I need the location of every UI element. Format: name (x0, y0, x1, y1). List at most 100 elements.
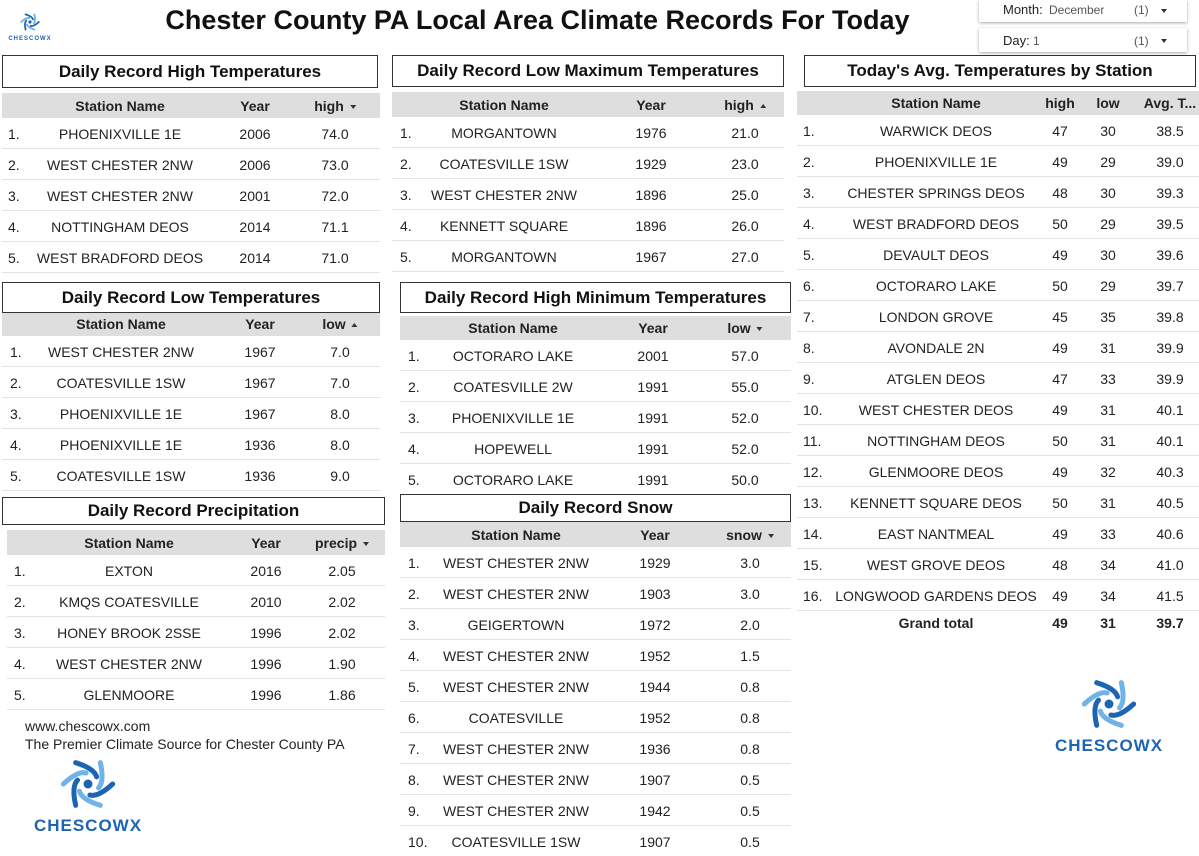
dropdown-arrow (1161, 9, 1167, 13)
station-name: HOPEWELL (474, 440, 552, 457)
page-title: Chester County PA Local Area Climate Rec… (165, 5, 910, 35)
row-rank: 9. (408, 802, 420, 819)
sort-arrow[interactable] (351, 323, 358, 328)
cell-value: 49 (1052, 587, 1068, 604)
cell-value: 39.5 (1156, 215, 1184, 232)
cell-value: 1936 (244, 436, 276, 453)
cell-value: 1907 (639, 771, 671, 788)
row-separator (400, 639, 791, 640)
station-name: DEVAULT DEOS (883, 246, 989, 263)
sort-arrow[interactable] (756, 327, 763, 332)
cell-value: 2.02 (328, 624, 356, 641)
dropdown-arrow (1161, 39, 1167, 43)
cell-value: 2006 (239, 125, 271, 142)
cell-value: 0.5 (740, 802, 760, 819)
filter-count: (1) (1134, 3, 1149, 17)
station-name: CHESTER SPRINGS DEOS (847, 184, 1025, 201)
cell-value: 31 (1100, 494, 1116, 511)
row-rank: 2. (803, 153, 815, 170)
cell-value: 0.8 (740, 740, 760, 757)
station-name: LONGWOOD GARDENS DEOS (835, 587, 1037, 604)
cell-value: 39.9 (1156, 370, 1184, 387)
row-rank: 7. (408, 740, 420, 757)
cell-value: 39.7 (1156, 277, 1184, 294)
station-name: WEST CHESTER 2NW (443, 740, 589, 757)
row-rank: 1. (8, 125, 20, 142)
station-name: ATGLEN DEOS (886, 370, 986, 387)
cell-value: 1996 (250, 655, 282, 672)
station-name: NOTTINGHAM DEOS (867, 432, 1005, 449)
cell-value: 48 (1052, 556, 1068, 573)
filter-value: December (1049, 3, 1105, 17)
cell-value: 2014 (239, 218, 271, 235)
table-header (392, 92, 784, 117)
cell-value: 33 (1100, 370, 1116, 387)
cell-value: 0.5 (740, 833, 760, 850)
column-header: Year (251, 534, 281, 551)
cell-value: 49 (1052, 463, 1068, 480)
row-rank: 2. (8, 156, 20, 173)
cell-value: 31 (1100, 401, 1116, 418)
cell-value: 1996 (250, 624, 282, 641)
row-rank: 16. (803, 587, 823, 604)
cell-value: 1991 (637, 471, 669, 488)
row-separator (2, 366, 380, 367)
grand-total: 39.7 (1156, 615, 1184, 631)
row-separator (797, 145, 1199, 146)
cell-value: 39.8 (1156, 308, 1184, 325)
row-rank: 3. (408, 616, 420, 633)
sort-arrow[interactable] (759, 103, 766, 108)
column-header: high (314, 98, 356, 114)
cell-value: 1929 (635, 155, 667, 172)
row-separator (400, 401, 791, 402)
row-separator (797, 486, 1199, 487)
cell-value: 2014 (239, 249, 271, 266)
station-name: GEIGERTOWN (467, 616, 565, 633)
station-name: HONEY BROOK 2SSE (57, 624, 201, 641)
row-separator (400, 670, 791, 671)
row-separator (400, 608, 791, 609)
cell-value: 74.0 (321, 125, 349, 142)
cell-value: 48 (1052, 184, 1068, 201)
sort-arrow[interactable] (349, 104, 356, 109)
station-name: EAST NANTMEAL (877, 525, 995, 542)
row-separator (797, 517, 1199, 518)
column-header: Station Name (75, 97, 165, 114)
cell-value: 72.0 (321, 187, 349, 204)
logo-icon (1081, 680, 1137, 728)
cell-value: 52.0 (731, 409, 759, 426)
sort-arrow[interactable] (363, 541, 370, 546)
cell-value: 49 (1052, 246, 1068, 263)
cell-value: 0.8 (740, 678, 760, 695)
row-rank: 2. (408, 378, 420, 395)
row-rank: 13. (803, 494, 823, 511)
cell-value: 55.0 (731, 378, 759, 395)
cell-value: 45 (1052, 308, 1068, 325)
row-rank: 15. (803, 556, 823, 573)
row-separator (392, 147, 784, 148)
grand-total: 31 (1100, 615, 1116, 631)
station-name: KENNETT SQUARE (439, 217, 569, 234)
cell-value: 52.0 (731, 440, 759, 457)
row-separator (797, 238, 1199, 239)
sort-arrow[interactable] (767, 533, 774, 538)
row-rank: 5. (14, 686, 26, 703)
footer-url: www.chescowx.com (25, 718, 151, 734)
logo-text: CHESCOWX (1054, 736, 1164, 755)
month-filter[interactable]: Month: December (1) (979, 0, 1187, 22)
cell-value: 1952 (639, 709, 671, 726)
station-name: GLENMOORE (83, 686, 175, 703)
day-filter[interactable]: Day: 1 (1) (979, 28, 1187, 52)
cell-value: 1942 (639, 802, 671, 819)
cell-value: 2.02 (328, 593, 356, 610)
cell-value: 8.0 (330, 436, 350, 453)
cell-value: 3.0 (740, 585, 760, 602)
table-header (400, 316, 791, 340)
station-name: WEST CHESTER DEOS (858, 401, 1014, 418)
row-separator (797, 579, 1199, 580)
column-header: Year (640, 526, 670, 543)
cell-value: 71.1 (321, 218, 349, 235)
station-name: MORGANTOWN (451, 248, 557, 265)
row-rank: 1. (10, 343, 22, 360)
column-header: Station Name (891, 95, 981, 111)
